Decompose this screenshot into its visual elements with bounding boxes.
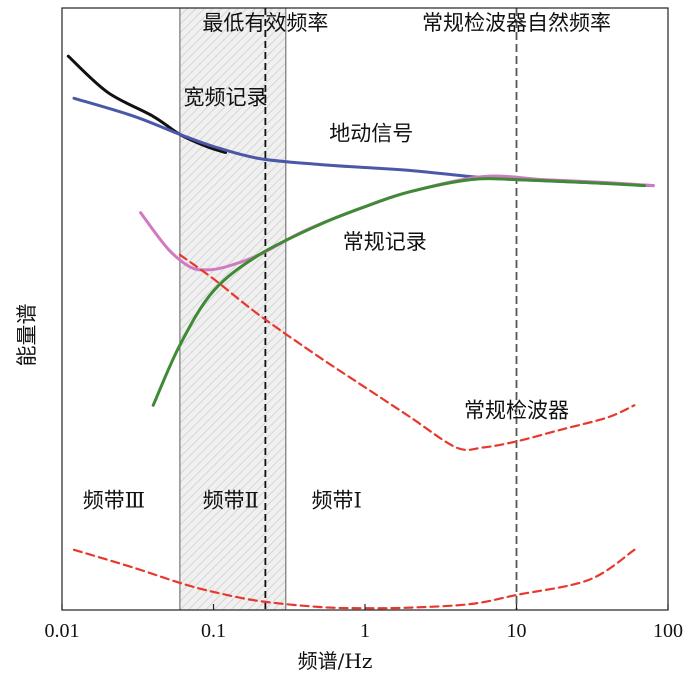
shaded-band xyxy=(179,8,286,610)
y-axis-label: 能量谱 xyxy=(15,304,39,367)
annotation-1: 地动信号 xyxy=(329,121,413,145)
annotation-5: 频带Ⅱ xyxy=(203,489,259,513)
series-line-4 xyxy=(178,253,636,452)
annotation-4: 频带Ⅲ xyxy=(83,489,145,513)
x-tick-label-1: 0.1 xyxy=(201,620,226,642)
x-tick-label-3: 10 xyxy=(507,620,527,642)
annotation-6: 频带Ⅰ xyxy=(312,489,362,513)
reference-line-label-1: 最低有效频率 xyxy=(202,11,328,35)
series-line-5 xyxy=(72,548,636,610)
x-tick-label-4: 100 xyxy=(653,620,683,642)
reference-line-label-3: 常规检波器自然频率 xyxy=(422,11,611,35)
series-line-3 xyxy=(151,177,646,407)
x-axis-label: 频谱/Hz xyxy=(298,649,373,673)
x-tick-label-2: 1 xyxy=(360,620,370,642)
annotation-3: 常规检波器 xyxy=(464,398,569,422)
annotation-2: 常规记录 xyxy=(343,230,427,254)
series-line-0 xyxy=(66,54,227,154)
annotation-0: 宽频记录 xyxy=(183,85,267,109)
plot-frame xyxy=(61,7,669,611)
x-tick-label-0: 0.01 xyxy=(45,620,80,642)
